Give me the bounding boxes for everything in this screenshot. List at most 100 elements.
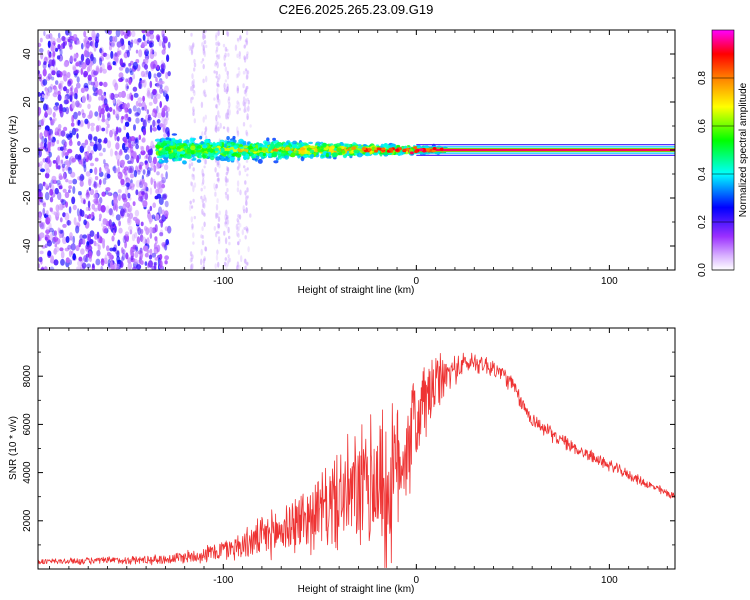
- spectrogram-noise-cell: [48, 33, 53, 40]
- spectrogram-noise-cell: [49, 117, 52, 121]
- spectrogram-streak-cell: [245, 69, 248, 75]
- spectrogram-y-tick-label: 0: [22, 147, 33, 153]
- spectrogram-noise-cell: [82, 112, 86, 119]
- spectrogram-noise-cell: [80, 53, 85, 62]
- spectrogram-noise-cell: [121, 38, 125, 45]
- spectrogram-streak-cell: [216, 54, 219, 58]
- spectrogram-streak-cell: [224, 191, 228, 195]
- spectrogram-noise-cell: [67, 219, 70, 226]
- spectrogram-signal-cell: [179, 144, 185, 149]
- spectrogram-noise-cell: [122, 103, 128, 110]
- spectrogram-signal-cell: [287, 150, 293, 154]
- spectrogram-noise-cell: [164, 226, 169, 232]
- spectrogram-streak-cell: [226, 31, 230, 37]
- spectrogram-streak-cell: [223, 261, 227, 267]
- spectrogram-noise-cell: [72, 37, 76, 42]
- spectrogram-streak-cell: [189, 251, 193, 257]
- spectrogram-noise-cell: [114, 249, 120, 255]
- spectrogram-noise-cell: [132, 86, 138, 92]
- spectrogram-streak-cell: [243, 209, 246, 214]
- spectrogram-noise-cell: [45, 210, 49, 216]
- spectrogram-noise-cell: [90, 53, 94, 62]
- spectrogram-signal-cell: [169, 153, 175, 157]
- spectrogram-y-tick-label: 20: [22, 96, 33, 108]
- spectrogram-noise-cell: [153, 243, 157, 250]
- spectrogram-noise-cell: [159, 83, 163, 89]
- spectrogram-streak-cell: [190, 85, 193, 92]
- spectrogram-noise-cell: [39, 232, 45, 239]
- spectrogram-noise-cell: [124, 240, 127, 249]
- spectrogram-noise-cell: [89, 230, 95, 238]
- spectrogram-noise-cell: [137, 38, 142, 43]
- spectrogram-signal-peak: [413, 146, 418, 150]
- spectrogram-noise-cell: [103, 228, 108, 234]
- spectrogram-streak-cell: [215, 114, 218, 122]
- spectrogram-noise-cell: [71, 196, 76, 205]
- spectrogram-noise-cell: [88, 96, 92, 102]
- spectrogram-noise-cell: [138, 190, 144, 199]
- spectrogram-signal-cell: [225, 147, 231, 152]
- spectrogram-noise-cell: [154, 224, 158, 233]
- spectrogram-noise-cell: [141, 236, 147, 244]
- spectrogram-streak-cell: [215, 32, 218, 38]
- spectrogram-streak-cell: [245, 159, 249, 163]
- spectrogram-streak-cell: [200, 234, 203, 239]
- spectrogram-noise-cell: [101, 118, 106, 123]
- spectrogram-signal-cell: [157, 141, 161, 146]
- spectrogram-noise-cell: [62, 188, 67, 193]
- spectrogram-noise-cell: [48, 227, 54, 233]
- spectrogram-noise-cell: [156, 93, 161, 100]
- spectrogram-noise-cell: [109, 92, 114, 100]
- snr-line: [38, 352, 675, 568]
- spectrogram-streak-cell: [214, 186, 217, 192]
- spectrogram-noise-cell: [69, 95, 72, 101]
- spectrogram-streak-cell: [218, 239, 221, 245]
- spectrogram-noise-cell: [153, 51, 157, 57]
- spectrogram-panel: -100 0 100 -40 -20 0 20 40 Height of straight l…: [8, 29, 676, 296]
- spectrogram-streak-cell: [244, 265, 247, 270]
- spectrogram-noise-cell: [85, 171, 91, 177]
- spectrogram-streak-cell: [241, 229, 244, 236]
- spectrogram-noise-cell: [65, 236, 70, 243]
- spectrogram-noise-cell: [139, 234, 144, 243]
- spectrogram-signal-cell: [332, 152, 338, 158]
- spectrogram-noise-cell: [116, 50, 120, 58]
- spectrogram-noise-cell: [163, 164, 169, 171]
- spectrogram-y-axis-label: Frequency (Hz): [8, 116, 19, 185]
- spectrogram-noise-cell: [109, 35, 114, 42]
- spectrogram-signal-cell: [220, 147, 225, 153]
- spectrogram-noise-cell: [70, 85, 74, 92]
- spectrogram-signal-cell: [202, 144, 207, 148]
- spectrogram-streak-cell: [245, 107, 248, 113]
- spectrogram-noise-cell: [130, 182, 134, 187]
- spectrogram-noise-cell: [73, 92, 78, 100]
- spectrogram-noise-cell: [140, 221, 144, 227]
- spectrogram-noise-cell: [47, 250, 52, 257]
- spectrogram-noise-cell: [165, 106, 170, 113]
- spectrogram-signal-peak: [432, 147, 437, 150]
- spectrogram-streak-cell: [246, 167, 249, 171]
- spectrogram-noise-cell: [102, 68, 107, 74]
- spectrogram-signal-cell: [183, 145, 187, 149]
- spectrogram-noise-cell: [107, 259, 111, 267]
- spectrogram-noise-cell: [87, 133, 93, 141]
- spectrogram-noise-cell: [87, 103, 91, 110]
- spectrogram-noise-cell: [129, 70, 134, 76]
- spectrogram-noise-cell: [105, 126, 109, 135]
- spectrogram-streak-cell: [203, 212, 206, 217]
- spectrogram-streak-cell: [236, 110, 239, 115]
- spectrogram-noise-cell: [85, 253, 90, 258]
- spectrogram-noise-cell: [38, 199, 41, 206]
- spectrogram-streak-cell: [226, 116, 229, 120]
- spectrogram-noise-cell: [108, 191, 111, 197]
- spectrogram-streak-cell: [236, 130, 240, 136]
- spectrogram-noise-cell: [62, 212, 66, 218]
- spectrogram-noise-cell: [148, 226, 154, 234]
- spectrogram-streak-cell: [227, 254, 230, 258]
- spectrogram-noise-cell: [150, 61, 156, 70]
- spectrogram-noise-cell: [105, 205, 110, 214]
- spectrogram-noise-cell: [50, 255, 55, 264]
- spectrogram-noise-cell: [53, 230, 58, 237]
- spectrogram-noise-cell: [153, 73, 157, 79]
- spectrogram-noise-cell: [120, 247, 124, 254]
